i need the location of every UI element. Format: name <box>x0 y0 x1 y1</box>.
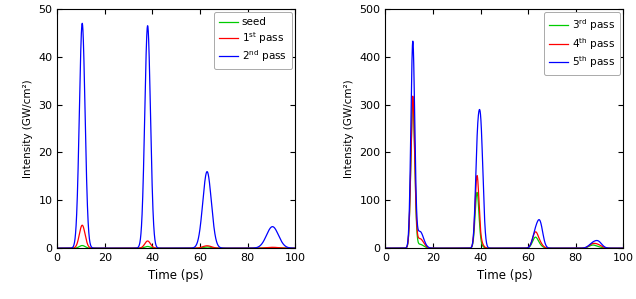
X-axis label: Time (ps): Time (ps) <box>148 269 204 282</box>
Legend: seed, 1$^{\mathregular{st}}$ pass, 2$^{\mathregular{nd}}$ pass: seed, 1$^{\mathregular{st}}$ pass, 2$^{\… <box>214 12 292 69</box>
Y-axis label: Intensity (GW/cm²): Intensity (GW/cm²) <box>23 79 32 178</box>
X-axis label: Time (ps): Time (ps) <box>476 269 532 282</box>
Legend: 3$^{\mathregular{rd}}$ pass, 4$^{\mathregular{th}}$ pass, 5$^{\mathregular{th}}$: 3$^{\mathregular{rd}}$ pass, 4$^{\mathre… <box>544 12 620 75</box>
Y-axis label: Intensity (GW/cm²): Intensity (GW/cm²) <box>344 79 354 178</box>
